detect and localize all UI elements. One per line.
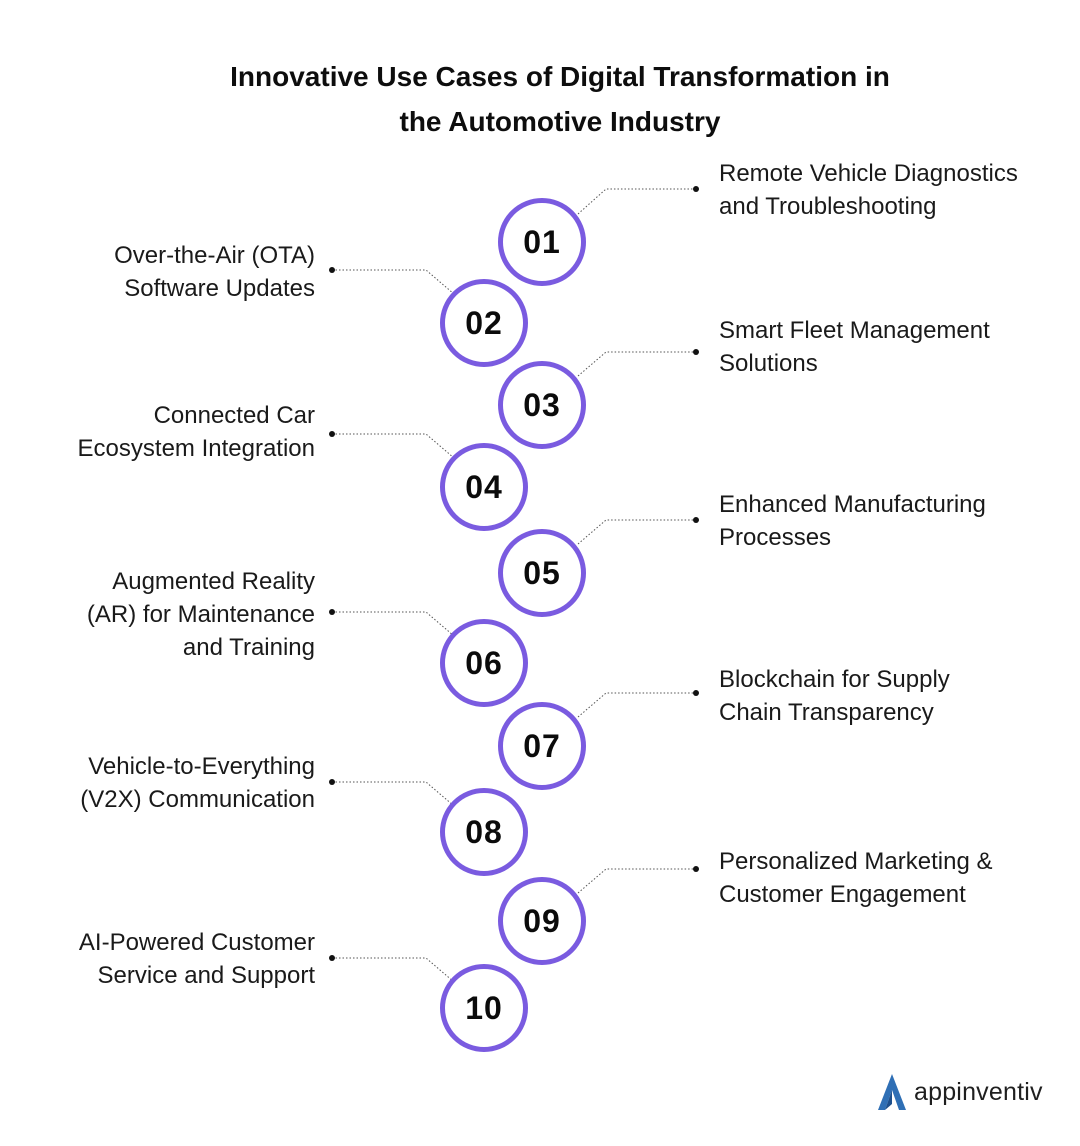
brand-name: appinventiv [914,1077,1043,1106]
connector-02 [329,267,455,295]
label-line: Connected Car [153,402,315,429]
use-case-label-04: Connected Car Ecosystem Integration [15,399,315,465]
label-line: and Training [182,634,315,661]
step-circle-05: 05 [498,529,586,617]
label-line: Over-the-Air (OTA) [114,242,315,269]
label-line: (AR) for Maintenance [86,601,315,628]
label-line: AI-Powered Customer [78,929,315,956]
connector-06 [329,609,455,637]
use-case-label-06: Augmented Reality (AR) for Maintenance a… [15,565,315,664]
connector-09 [577,866,699,894]
connector-08 [329,779,455,807]
use-case-label-10: AI-Powered Customer Service and Support [15,926,315,992]
step-circle-01: 01 [498,198,586,286]
step-circle-06: 06 [440,619,528,707]
appinventiv-logo-icon [878,1074,906,1110]
use-case-label-02: Over-the-Air (OTA) Software Updates [15,239,315,305]
step-circle-10: 10 [440,964,528,1052]
use-case-label-05: Enhanced Manufacturing Processes [719,488,1069,554]
connector-01 [577,186,699,215]
title-line-1: Innovative Use Cases of Digital Transfor… [230,61,890,92]
use-case-label-03: Smart Fleet Management Solutions [719,314,1069,380]
step-circle-02: 02 [440,279,528,367]
use-case-label-07: Blockchain for Supply Chain Transparency [719,663,1069,729]
use-case-label-08: Vehicle-to-Everything (V2X) Communicatio… [15,750,315,816]
label-line: Blockchain for Supply [719,666,950,693]
connector-05 [577,517,699,545]
label-line: and Troubleshooting [719,193,937,220]
label-line: (V2X) Communication [80,786,315,813]
step-circle-03: 03 [498,361,586,449]
connector-03 [577,349,699,377]
label-line: Vehicle-to-Everything [88,753,315,780]
page-title: Innovative Use Cases of Digital Transfor… [140,54,980,144]
label-line: Remote Vehicle Diagnostics [719,160,1018,187]
brand-logo: appinventiv [876,1072,1043,1112]
step-circle-08: 08 [440,788,528,876]
use-case-label-09: Personalized Marketing & Customer Engage… [719,845,1069,911]
step-circle-07: 07 [498,702,586,790]
label-line: Service and Support [97,962,315,989]
label-line: Smart Fleet Management [719,317,990,344]
label-line: Software Updates [124,275,315,302]
label-line: Processes [719,524,832,551]
label-line: Enhanced Manufacturing [719,491,986,518]
label-line: Ecosystem Integration [77,435,315,462]
step-circle-04: 04 [440,443,528,531]
label-line: Solutions [719,350,818,377]
connector-04 [329,431,455,459]
label-line: Personalized Marketing & [719,848,993,875]
use-case-label-01: Remote Vehicle Diagnostics and Troublesh… [719,157,1069,223]
connector-07 [577,690,699,718]
label-line: Chain Transparency [719,699,934,726]
title-line-2: the Automotive Industry [399,106,721,137]
label-line: Customer Engagement [719,881,966,908]
step-circle-09: 09 [498,877,586,965]
label-line: Augmented Reality [112,568,315,595]
connector-10 [329,955,455,983]
